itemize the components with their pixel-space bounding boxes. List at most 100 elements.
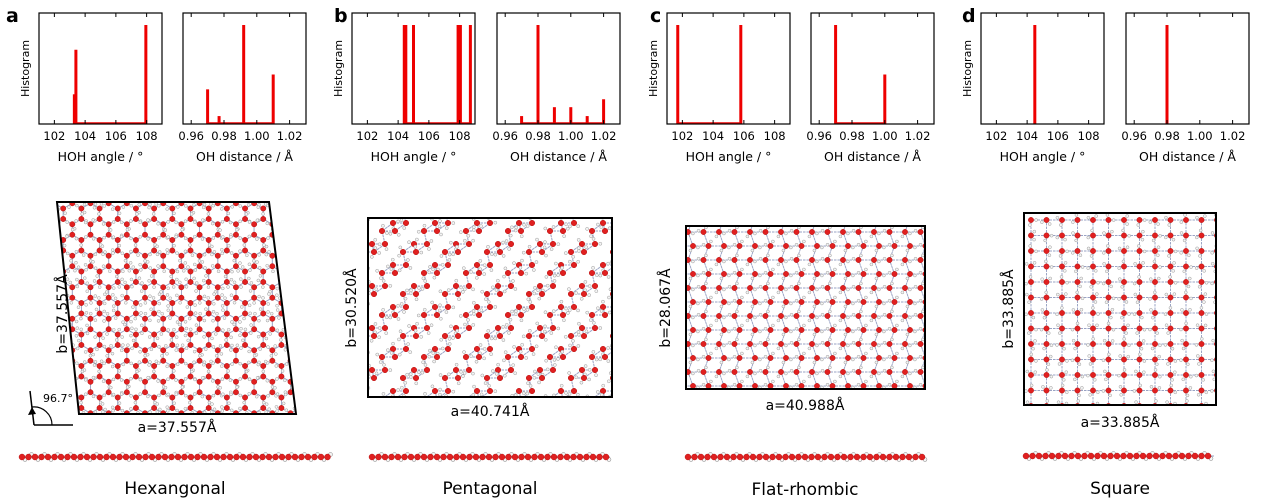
histogram-c-oh-distance: 0.96 0.98 1.00 1.02 OH distance / Å [806,12,935,164]
cell-outline-pentagonal [367,217,613,398]
x-tick-label: 106 [1047,129,1069,143]
histogram-bar [206,89,210,124]
a-label-hexagonal: a=37.557Å [138,419,217,436]
lattice-hexagonal [57,202,296,414]
plot-frame [38,12,163,125]
x-axis-label: HOH angle / ° [1000,149,1086,164]
x-tick-label: 108 [764,129,786,143]
side-view-flat-rhombic [684,452,928,462]
x-tick-label: 104 [1016,129,1038,143]
a-label-square: a=33.885Å [1081,414,1160,431]
x-axis-label: OH distance / Å [1139,149,1236,164]
histogram-bar [458,25,462,124]
x-tick-label: 106 [418,129,440,143]
histogram-bar [585,116,589,124]
x-axis-label: HOH angle / ° [371,149,457,164]
histogram-bar [72,94,76,124]
x-tick-label: 1.02 [591,129,617,143]
histogram-bar [144,25,148,124]
plot-frame [182,12,307,125]
histogram-bar [520,116,524,124]
lattice-pentagonal [368,218,612,397]
x-tick-label: 102 [43,129,65,143]
y-axis-label: Histogram [19,40,32,97]
lattice-square [1024,213,1216,405]
y-axis-label: Histogram [961,40,974,97]
x-tick-label: 1.00 [558,129,584,143]
x-tick-label: 0.98 [839,129,865,143]
plot-frame [496,12,621,125]
structure-name-square: Square [1090,479,1150,499]
x-tick-label: 108 [136,129,158,143]
histogram-bar [739,25,743,124]
histogram-bar [883,74,887,124]
x-tick-label: 0.98 [211,129,237,143]
x-tick-label: 1.00 [244,129,270,143]
x-tick-label: 1.02 [905,129,931,143]
x-axis-label: HOH angle / ° [58,149,144,164]
x-tick-label: 108 [1078,129,1100,143]
x-tick-label: 0.98 [525,129,551,143]
x-tick-label: 104 [74,129,96,143]
angle-label: 96.7° [43,392,73,405]
histogram-bar [402,25,406,124]
b-label-pentagonal: b=30.520Å [343,268,360,348]
b-label-hexagonal: b=37.557Å [54,274,71,354]
b-label-flat-rhombic: b=28.067Å [657,268,674,348]
plot-frame [1125,12,1250,125]
x-axis-label: OH distance / Å [510,149,607,164]
plot-frame [666,12,791,125]
plot-frame [980,12,1105,125]
plot-frame [810,12,935,125]
cell-outline-square [1023,212,1217,406]
side-view-hexagonal [18,452,333,462]
x-axis-label: OH distance / Å [824,149,921,164]
x-tick-label: 104 [387,129,409,143]
structure-name-flat-rhombic: Flat-rhombic [751,480,858,500]
side-view-square [1022,451,1214,461]
histogram-bar [468,25,472,124]
x-tick-label: 0.96 [492,129,518,143]
histogram-bar [834,25,838,124]
x-axis-label: OH distance / Å [196,149,293,164]
b-label-square: b=33.885Å [1000,269,1017,349]
histogram-a-hoh-angle: 102 104 106 108 HOH angle / ° Histogram [19,12,163,164]
histogram-bar [676,25,680,124]
cell-outline-flat-rhombic [685,225,926,390]
histogram-bar [404,25,408,124]
histogram-bar [552,107,556,124]
x-tick-label: 102 [985,129,1007,143]
plot-frame [351,12,476,125]
histogram-bar [602,99,606,124]
histogram-bar [456,25,460,124]
histogram-c-hoh-angle: 102 104 106 108 HOH angle / ° Histogram [647,12,791,164]
histogram-d-oh-distance: 0.96 0.98 1.00 1.02 OH distance / Å [1121,12,1250,164]
x-tick-label: 0.96 [178,129,204,143]
cell-outline-hexagonal [55,201,298,415]
x-tick-label: 0.98 [1154,129,1180,143]
histogram-bar [1033,25,1037,124]
panel-letter-c: c [650,5,661,27]
panel-letter-d: d [962,5,976,27]
panel-letter-b: b [334,5,348,27]
y-axis-label: Histogram [647,40,660,97]
x-tick-label: 108 [449,129,471,143]
histogram-bar [74,49,78,124]
histogram-d-hoh-angle: 102 104 106 108 HOH angle / ° Histogram [961,12,1105,164]
x-tick-label: 102 [671,129,693,143]
lattice-flat-rhombic [686,226,925,389]
structure-name-pentagonal: Pentagonal [442,479,537,499]
angle-indicator [28,390,73,426]
panel-letter-a: a [6,5,19,27]
x-tick-label: 1.02 [1220,129,1246,143]
histogram-b-oh-distance: 0.96 0.98 1.00 1.02 OH distance / Å [492,12,621,164]
histogram-a-oh-distance: 0.96 0.98 1.00 1.02 OH distance / Å [178,12,307,164]
histogram-bar [242,25,246,124]
side-view-pentagonal [368,452,612,462]
x-tick-label: 106 [733,129,755,143]
histogram-bar [1165,25,1169,124]
histogram-b-hoh-angle: 102 104 106 108 HOH angle / ° Histogram [332,12,476,164]
x-tick-label: 1.00 [1187,129,1213,143]
